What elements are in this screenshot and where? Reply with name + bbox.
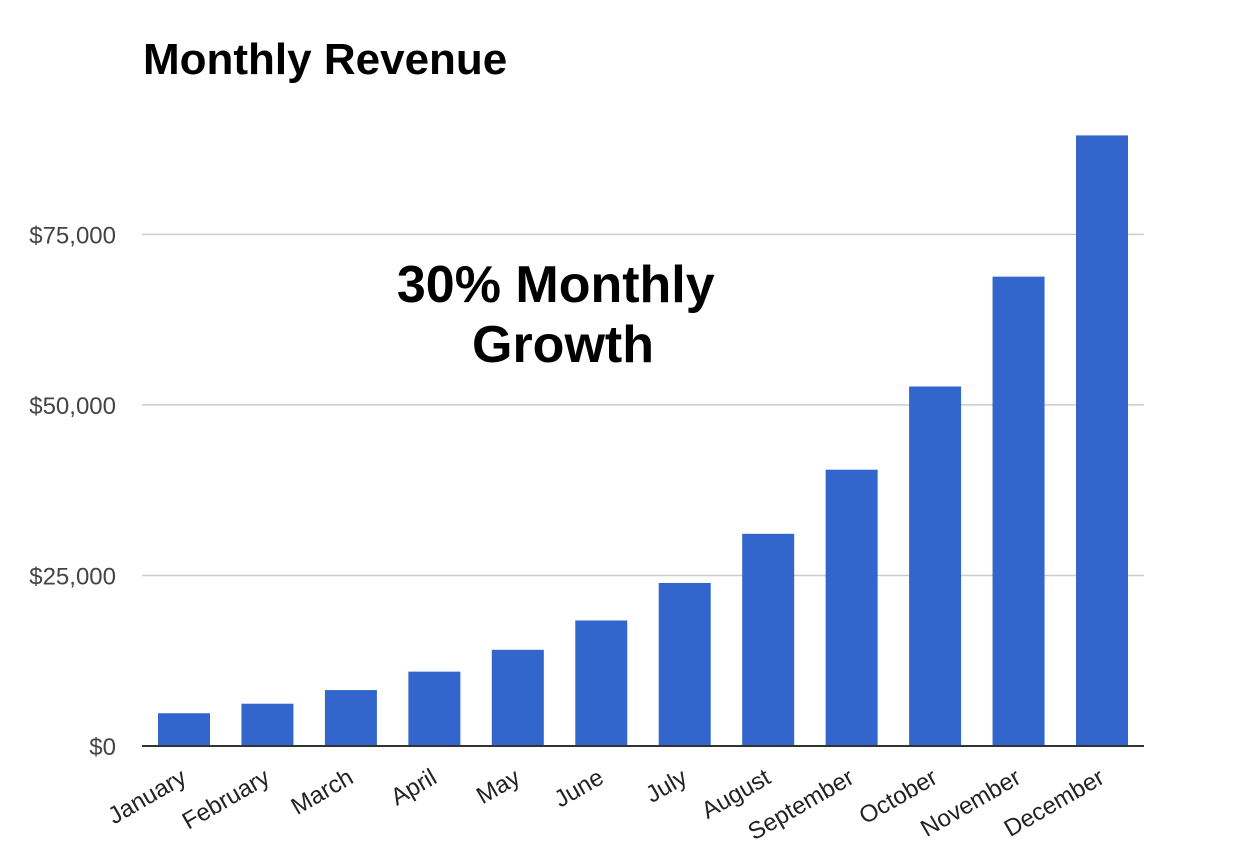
y-tick-label: $0 bbox=[89, 734, 116, 761]
bar-january bbox=[158, 713, 210, 746]
bar-august bbox=[742, 533, 795, 746]
growth-annotation-line-1: 30% Monthly bbox=[397, 256, 715, 314]
y-tick-label: $50,000 bbox=[29, 393, 116, 420]
growth-annotation-line-2: Growth bbox=[472, 316, 654, 374]
x-tick-label-april: April bbox=[386, 764, 441, 811]
x-tick-label-may: May bbox=[472, 764, 525, 810]
bar-july bbox=[658, 582, 711, 746]
bar-february bbox=[241, 703, 294, 746]
x-tick-label-february: February bbox=[178, 764, 275, 835]
x-tick-label-july: July bbox=[641, 764, 691, 809]
y-tick-label: $25,000 bbox=[29, 563, 116, 590]
bar-september bbox=[825, 469, 878, 746]
bar-april bbox=[408, 671, 461, 746]
bar-december bbox=[1076, 135, 1128, 746]
x-tick-label-june: June bbox=[550, 764, 609, 813]
bar-october bbox=[909, 386, 962, 746]
y-tick-label: $75,000 bbox=[29, 222, 116, 249]
y-axis-ticks: $0 $25,000 $50,000 $75,000 bbox=[29, 222, 116, 761]
bar-march bbox=[324, 690, 377, 746]
bar-may bbox=[491, 649, 544, 746]
chart-title: Monthly Revenue bbox=[143, 35, 507, 84]
bar-june bbox=[575, 620, 628, 746]
x-tick-label-january: January bbox=[104, 764, 191, 830]
bar-november bbox=[992, 276, 1045, 746]
gridlines bbox=[142, 233, 1144, 577]
bars bbox=[158, 135, 1128, 746]
x-tick-label-march: March bbox=[287, 764, 358, 821]
growth-annotation: 30% Monthly Growth bbox=[397, 256, 729, 374]
